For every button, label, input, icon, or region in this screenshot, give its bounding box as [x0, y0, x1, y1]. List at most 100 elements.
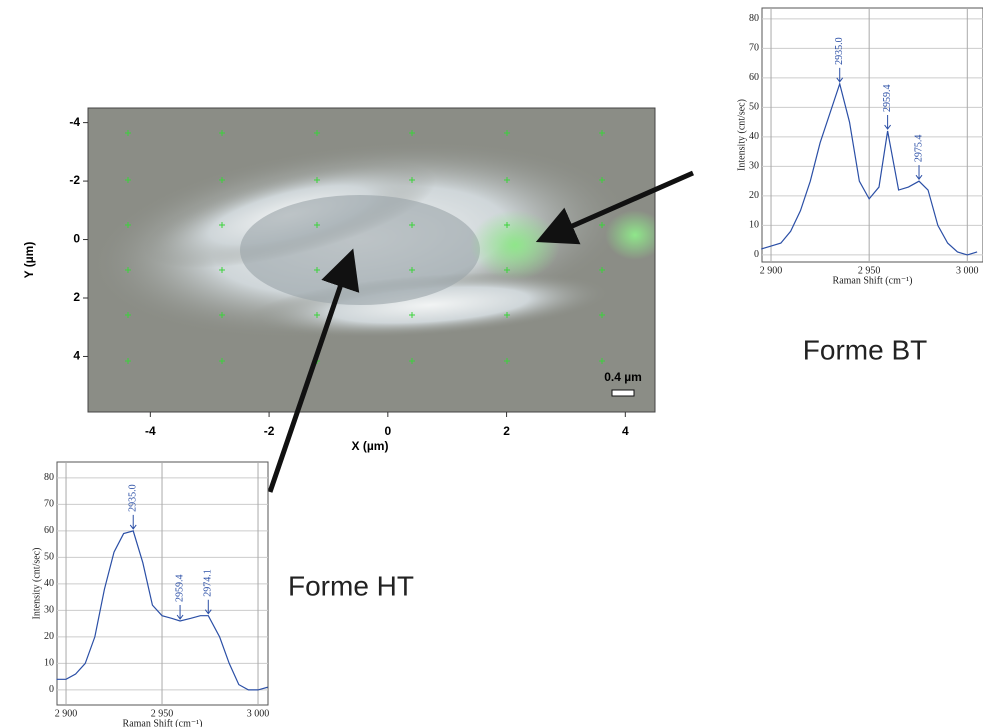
y-tick-label: 10 [749, 220, 759, 231]
y-tick-label: 50 [749, 102, 759, 113]
x-axis-label: Raman Shift (cm⁻¹) [833, 275, 913, 286]
grid-point [314, 267, 320, 273]
y-tick-label: 50 [44, 552, 54, 563]
grid-point [504, 358, 510, 364]
y-tick-label: 4 [73, 349, 80, 363]
y-tick-label: 0 [73, 232, 80, 246]
grid-point [599, 130, 605, 136]
x-tick-label: 3 000 [956, 265, 979, 276]
grid-point [409, 222, 415, 228]
annotation-label: 2935.0 [128, 484, 139, 512]
y-tick-label: 30 [749, 161, 759, 172]
y-tick-label: 20 [44, 631, 54, 642]
grid-point [219, 312, 225, 318]
grid-point [409, 312, 415, 318]
x-tick-label: 3 000 [247, 708, 270, 719]
grid-point [409, 267, 415, 273]
grid-point [314, 312, 320, 318]
grid-point [599, 312, 605, 318]
caption: Forme BT [803, 334, 927, 365]
grid-point [314, 177, 320, 183]
grid-point [599, 222, 605, 228]
grid-point [125, 177, 131, 183]
y-tick-label: -2 [69, 173, 80, 187]
y-tick-label: 40 [749, 131, 759, 142]
y-axis-label: Intensity (cnt/sec) [31, 548, 42, 620]
y-axis-label: Intensity (cnt/sec) [736, 99, 747, 171]
y-tick-label: 20 [749, 190, 759, 201]
grid-point [219, 222, 225, 228]
y-axis-label: Y (µm) [22, 242, 36, 279]
annotation-arrow [176, 604, 184, 620]
plot-frame [761, 7, 983, 263]
x-tick-label: -2 [264, 424, 275, 438]
grid-point [599, 267, 605, 273]
annotation-label: 2935.0 [834, 37, 845, 65]
grid-point [219, 177, 225, 183]
grid-point [504, 312, 510, 318]
annotation-label: 2959.4 [882, 85, 893, 113]
grid-point [599, 358, 605, 364]
annotation-arrow [204, 599, 212, 615]
x-tick-label: 2 950 [151, 708, 174, 719]
grid-point [504, 267, 510, 273]
grid-point [125, 267, 131, 273]
y-tick-label: 60 [44, 525, 54, 536]
x-tick-label: 2 900 [760, 265, 783, 276]
arrow [535, 170, 695, 245]
x-tick-label: 0 [384, 424, 391, 438]
annotation-label: 2974.1 [203, 569, 214, 597]
grid-point [125, 358, 131, 364]
grid-point [314, 130, 320, 136]
caption: Forme HT [288, 570, 414, 601]
spectrum-line [56, 530, 268, 691]
spectrum: 0 10 20 30 40 50 60 70 80 2 900 2 950 3 000 Raman Sh… [736, 7, 983, 286]
y-tick-label: 70 [44, 499, 54, 510]
micrograph [88, 108, 655, 412]
annotation-arrow [836, 67, 844, 83]
grid-point [504, 177, 510, 183]
x-tick-label: 2 950 [858, 265, 881, 276]
annotation-arrow [129, 514, 137, 530]
y-tick-label: 40 [44, 578, 54, 589]
y-tick-label: 70 [749, 43, 759, 54]
grid-point [599, 177, 605, 183]
y-tick-label: -4 [69, 115, 80, 129]
annotation-arrow [915, 165, 923, 181]
grid-point [219, 267, 225, 273]
y-tick-label: 0 [754, 249, 759, 260]
scale-bar [611, 389, 635, 397]
annotation-label: 2975.4 [913, 135, 924, 163]
x-tick-label: 2 900 [55, 708, 78, 719]
grid-point [314, 222, 320, 228]
y-tick-label: 80 [749, 13, 759, 24]
grid-point [219, 358, 225, 364]
y-tick-label: 80 [44, 472, 54, 483]
grid-point [125, 222, 131, 228]
scale-bar-label: 0.4 µm [604, 370, 642, 384]
grid-point [409, 358, 415, 364]
x-tick-label: -4 [145, 424, 156, 438]
x-axis-label: Raman Shift (cm⁻¹) [123, 718, 203, 727]
spectrum-line [761, 81, 978, 256]
image-frame [87, 107, 656, 413]
grid-point [409, 130, 415, 136]
grid-point [409, 177, 415, 183]
grid-point [504, 222, 510, 228]
grid-point [504, 130, 510, 136]
grid-point [125, 130, 131, 136]
arrow [267, 248, 360, 493]
y-tick-label: 0 [49, 684, 54, 695]
y-tick-label: 10 [44, 658, 54, 669]
annotation-arrow [884, 115, 892, 130]
grid-point [219, 130, 225, 136]
y-tick-label: 60 [749, 72, 759, 83]
y-tick-label: 30 [44, 605, 54, 616]
spectrum: 0 10 20 30 40 50 60 70 80 2 900 2 950 3 000 Raman Sh… [31, 461, 270, 727]
x-axis-label: X (µm) [352, 439, 389, 453]
x-tick-label: 2 [503, 424, 510, 438]
grid-point [125, 312, 131, 318]
y-tick-label: 2 [73, 290, 80, 304]
x-tick-label: 4 [622, 424, 629, 438]
